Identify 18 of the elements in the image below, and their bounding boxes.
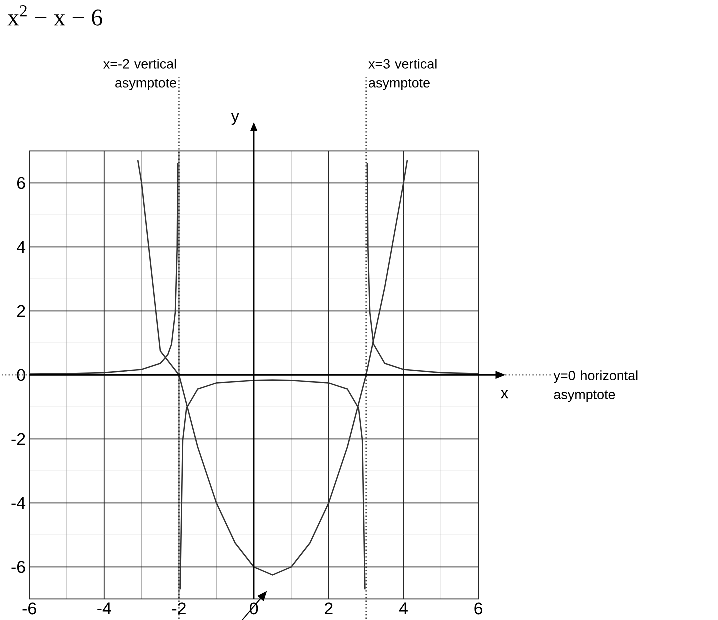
y-tick-label: 2 <box>17 305 26 318</box>
y-axis-title: y <box>231 113 240 126</box>
x-tick-label: 4 <box>399 602 408 614</box>
x-tick-label: 2 <box>325 602 333 615</box>
y-tick-label: 4 <box>17 241 26 254</box>
x-tick-label: -4 <box>98 602 112 614</box>
x-tick-label: -2 <box>172 602 186 615</box>
y-tick-label: 0 <box>17 369 26 382</box>
ref-line-label: y=0 horizontal asymptote <box>554 370 638 402</box>
y-tick-label: 6 <box>17 177 26 190</box>
y-tick-label: -6 <box>12 561 26 574</box>
chart-title: x$^{2}$ − x − 6 <box>8 6 102 26</box>
y-tick-label: -4 <box>12 497 26 510</box>
ref-line-label: x=3 vertical asymptote <box>368 58 437 90</box>
x-tick-label: 6 <box>474 602 483 615</box>
y-tick-label: -2 <box>12 433 26 446</box>
x-axis-title: x <box>500 390 509 399</box>
ref-line-label: x=-2 vertical asymptote <box>104 58 176 90</box>
